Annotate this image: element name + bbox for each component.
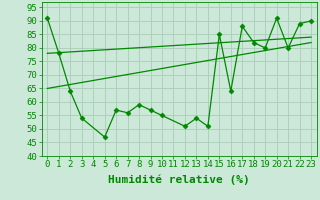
X-axis label: Humidité relative (%): Humidité relative (%): [108, 175, 250, 185]
